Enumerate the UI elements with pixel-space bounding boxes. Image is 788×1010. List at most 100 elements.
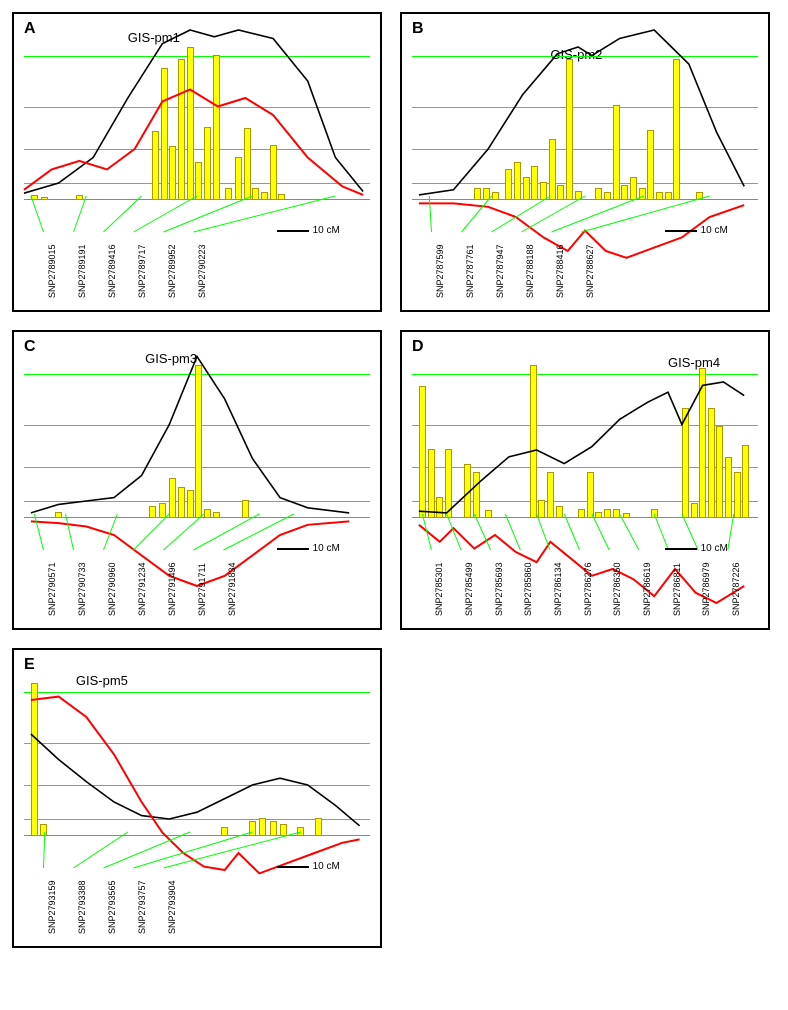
snp-label: SNP2793388 [77,880,87,934]
snp-connector [74,832,128,868]
snp-label: SNP2793159 [47,880,57,934]
snp-connector [620,514,639,550]
snp-connector [134,832,253,868]
snp-label: SNP2793565 [107,880,117,934]
snp-area: SNP2787599 SNP2787761 SNP2787947 SNP2788188… [412,202,758,302]
panel-A: AGIS-pm1SNP2789015SNP2789191SNP2789416SN… [12,12,382,312]
snp-connector [582,196,710,232]
snp-connector [66,514,74,550]
snp-connector [134,196,198,232]
black-curve [419,30,744,195]
snp-connector [728,514,734,550]
snp-label: SNP2791234 [137,562,147,616]
snp-connector [492,196,551,232]
snp-label: SNP2790571 [47,562,57,616]
chart-area [412,30,758,200]
snp-connector [447,514,461,550]
snp-connector [505,514,520,550]
snp-connector [422,514,431,550]
snp-lines-svg [24,838,370,938]
snp-label: SNP2786350 [612,562,622,616]
scale-label: 10 cM [701,225,728,236]
snp-label: SNP2785499 [464,562,474,616]
snp-label: SNP2786979 [701,562,711,616]
snp-connector [224,514,294,550]
snp-label: SNP2786134 [553,562,563,616]
snp-label: SNP2793757 [137,880,147,934]
snp-label: SNP2790960 [107,562,117,616]
snp-label: SNP2789191 [77,244,87,298]
snp-label: SNP2793904 [167,880,177,934]
snp-label: SNP2790733 [77,562,87,616]
figure-grid: AGIS-pm1SNP2789015SNP2789191SNP2789416SN… [12,12,776,948]
snp-connector [31,196,44,232]
snp-label: SNP2789952 [167,244,177,298]
snp-label: SNP2789717 [137,244,147,298]
snp-label: SNP2791834 [227,562,237,616]
snp-connector [429,196,431,232]
snp-label: SNP2791496 [167,562,177,616]
scale-bar [277,230,309,232]
scale-label: 10 cM [313,543,340,554]
snp-connector [682,514,698,550]
panel-D: DGIS-pm4SNP2785301SNP2785499SNP2785693SN… [400,330,770,630]
snp-label: SNP2787226 [731,562,741,616]
snp-label: SNP2786811 [672,563,682,616]
snp-area: SNP2793159 SNP2793388 SNP2793565 SNP2793757… [24,838,370,938]
snp-label: SNP2789416 [107,244,117,298]
snp-connector [34,514,43,550]
scale-label: 10 cM [313,861,340,872]
snp-connector [134,514,170,550]
snp-label: SNP2788416 [555,244,565,298]
snp-label: SNP2789015 [47,244,57,298]
snp-connector [194,514,260,550]
snp-connector [104,832,191,868]
snp-label: SNP2787599 [435,244,445,298]
snp-connector [104,196,142,232]
scale-label: 10 cM [313,225,340,236]
snp-area: SNP2790571 SNP2790733 SNP2790960 SNP2791234… [24,520,370,620]
panel-C: CGIS-pm3SNP2790571SNP2790733SNP2790960SN… [12,330,382,630]
snp-connector [564,514,579,550]
snp-connector [164,196,253,232]
chart-area [24,348,370,518]
black-curve [31,734,360,826]
snp-label: SNP2788627 [585,244,595,298]
snp-label: SNP2788188 [525,244,535,298]
scale-bar [665,230,697,232]
scale-bar [665,548,697,550]
snp-label: SNP2787947 [495,244,505,298]
scale-label: 10 cM [701,543,728,554]
snp-connector [164,514,204,550]
panel-E: EGIS-pm5SNP2793159SNP2793388SNP2793565SN… [12,648,382,948]
snp-connector [537,514,550,550]
snp-label: SNP2785301 [434,562,444,616]
snp-connector [592,514,609,550]
snp-label: SNP2786619 [642,562,652,616]
snp-connector [104,514,118,550]
red-curve [24,90,363,195]
snp-label: SNP2791711 [197,563,207,616]
chart-area [412,348,758,518]
snp-connector [74,196,87,232]
black-curve [24,30,363,193]
snp-label: SNP2787761 [465,244,475,298]
snp-area: SNP2785301 SNP2785499 SNP2785693 SNP2785860… [412,520,758,620]
snp-label: SNP2786276 [583,562,593,616]
snp-connector [44,832,45,868]
scale-bar [277,866,309,868]
panel-B: BGIS-pm2SNP2787599SNP2787761SNP2787947SN… [400,12,770,312]
black-curve [419,382,744,513]
snp-label: SNP2790223 [197,244,207,298]
snp-label: SNP2785693 [494,562,504,616]
chart-area [24,666,370,836]
snp-connector [522,196,586,232]
snp-area: SNP2789015 SNP2789191 SNP2789416 SNP2789717… [24,202,370,302]
chart-area [24,30,370,200]
snp-connector [462,196,492,232]
scale-bar [277,548,309,550]
snp-label: SNP2785860 [523,562,533,616]
snp-connector [552,196,644,232]
snp-connector [164,832,301,868]
snp-connector [654,514,668,550]
